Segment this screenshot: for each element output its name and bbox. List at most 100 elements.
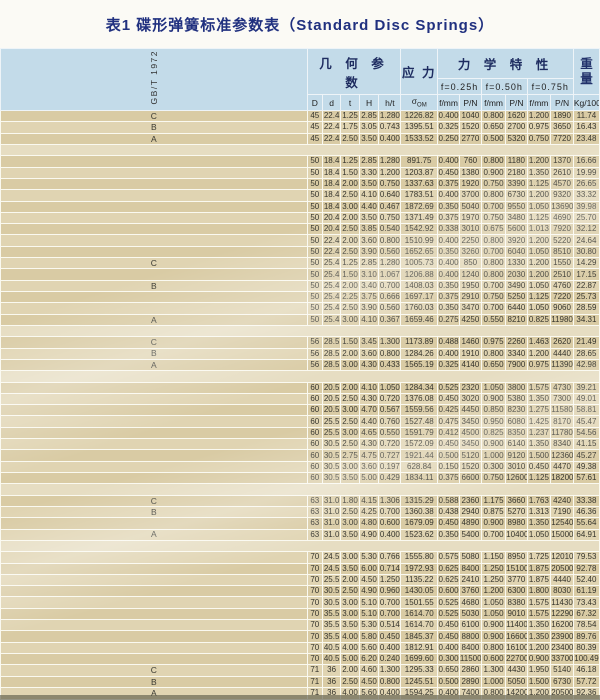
data-cell: 18.4	[321, 189, 342, 202]
series-letter-cell	[0, 596, 308, 609]
data-cell: 1659.46	[400, 313, 439, 326]
data-cell: 50	[306, 245, 323, 259]
data-cell: 0.197	[378, 460, 402, 474]
data-cell: 7190	[550, 505, 574, 519]
data-cell: 0.400	[378, 528, 402, 541]
data-cell: 1783.51	[400, 189, 439, 202]
series-letter-cell	[0, 302, 308, 315]
page-title: 表1 碟形弹簧标准参数表（Standard Disc Springs）	[105, 16, 495, 34]
data-cell: 3.50	[358, 177, 380, 191]
data-cell: 3260	[458, 245, 482, 259]
series-letter-cell	[0, 245, 308, 259]
data-cell: 0.560	[378, 302, 402, 315]
data-cell: 22.87	[572, 279, 600, 293]
data-cell: 50	[306, 155, 323, 168]
table-row: 50 18.4 1.25 2.85 1.280 891.75 0.400 760 0.800 11…	[0, 155, 600, 168]
data-cell: 57.61	[572, 471, 600, 485]
data-cell: 3.00	[340, 596, 360, 609]
data-cell: 4.80	[358, 517, 380, 530]
data-cell: 2.85	[358, 155, 380, 168]
data-cell: 0.367	[378, 313, 402, 326]
data-cell: 0.750	[378, 211, 402, 225]
data-cell: 1380	[458, 166, 482, 179]
data-cell: 1.125	[526, 177, 552, 191]
data-cell: 30.5	[321, 585, 342, 598]
data-cell: 1.50	[340, 336, 360, 349]
data-cell: 5120	[458, 449, 482, 462]
data-cell: 1921.44	[400, 449, 439, 462]
data-cell: 22.4	[321, 132, 342, 145]
data-cell: 60	[306, 404, 323, 417]
data-cell: 0.350	[437, 200, 460, 213]
data-cell: 0.800	[480, 109, 507, 123]
series-letter-cell	[0, 517, 308, 530]
data-cell: 6.20	[358, 652, 380, 666]
data-cell: 0.700	[378, 596, 402, 609]
data-cell: 4760	[550, 279, 574, 293]
data-cell: 24.64	[572, 234, 600, 247]
data-cell: 1510.99	[400, 234, 439, 247]
data-cell: 55.64	[572, 517, 600, 530]
data-cell: 3.40	[358, 279, 380, 293]
data-cell: 17.15	[572, 268, 600, 281]
data-cell: 12290	[550, 607, 574, 621]
data-cell: 36	[321, 664, 342, 677]
data-cell: 4.50	[358, 573, 380, 587]
data-cell: 1572.09	[400, 438, 439, 451]
data-cell: 1.80	[340, 494, 360, 507]
separator-cell	[0, 483, 600, 496]
data-cell: 25.70	[572, 211, 600, 225]
table-row: 50 20.4 2.50 3.85 0.540 1542.92 0.338 3010 0.675…	[0, 223, 600, 236]
data-cell: 0.500	[480, 132, 507, 145]
data-cell: 1.425	[526, 415, 552, 428]
data-cell: 8340	[550, 438, 574, 451]
data-cell: 60	[306, 449, 323, 462]
data-cell: 1203.87	[400, 166, 439, 179]
table-row: 50 18.4 2.00 3.50 0.750 1337.63 0.375 1920 0.750…	[0, 177, 600, 191]
data-cell: 3920	[505, 234, 528, 247]
data-cell: 1460	[458, 336, 482, 349]
data-cell: 0.488	[437, 336, 460, 349]
data-cell: 0.550	[480, 313, 507, 326]
data-cell: 0.350	[437, 279, 460, 293]
standard-number-cell: GB/T 1972	[0, 48, 308, 111]
data-cell: 1206.88	[400, 268, 439, 281]
data-cell: 5.30	[358, 619, 380, 632]
data-cell: 0.700	[480, 245, 507, 259]
data-cell: 1.067	[378, 268, 402, 281]
separator-cell	[0, 539, 600, 553]
data-cell: 0.425	[437, 404, 460, 417]
data-cell: 49.01	[572, 392, 600, 406]
data-cell: 0.600	[378, 517, 402, 530]
data-cell: 30.5	[321, 460, 342, 474]
data-cell: 7220	[550, 290, 574, 304]
data-cell: 0.525	[437, 596, 460, 609]
data-cell: 0.750	[480, 290, 507, 304]
data-cell: 1330	[505, 257, 528, 270]
table-row: B 63 31.0 2.50 4.25 0.700 1360.38 0.438 2940 0.87…	[0, 505, 600, 519]
data-cell: 3.50	[358, 211, 380, 225]
table-row: 60 20.5 3.00 4.70 0.567 1559.56 0.425 4450 0.850…	[0, 404, 600, 417]
data-cell: 1.50	[340, 268, 360, 281]
col-label-f2: f/mm	[480, 94, 507, 111]
data-cell: 0.750	[378, 177, 402, 191]
data-cell: 30.5	[321, 471, 342, 485]
table-row: 70 25.5 2.00 4.50 1.250 1135.22 0.625 2410 1.250…	[0, 573, 600, 587]
table-row: 50 25.4 2.25 3.75 0.666 1697.17 0.375 2910 0.750…	[0, 290, 600, 304]
data-cell: 3.90	[358, 245, 380, 259]
data-cell: 0.400	[437, 641, 460, 655]
data-cell: 19.99	[572, 166, 600, 179]
data-cell: 4570	[550, 177, 574, 191]
data-cell: 1699.60	[400, 652, 439, 666]
data-cell: 3660	[505, 494, 528, 507]
data-cell: 1950	[458, 279, 482, 293]
data-cell: 20.5	[321, 392, 342, 406]
series-letter-cell	[0, 585, 308, 598]
data-cell: 100.49	[572, 652, 600, 666]
data-cell: 3020	[458, 392, 482, 406]
data-cell: 70	[306, 652, 323, 666]
data-cell: 0.350	[437, 528, 460, 541]
separator-row	[0, 370, 600, 383]
data-cell: 6440	[505, 302, 528, 315]
